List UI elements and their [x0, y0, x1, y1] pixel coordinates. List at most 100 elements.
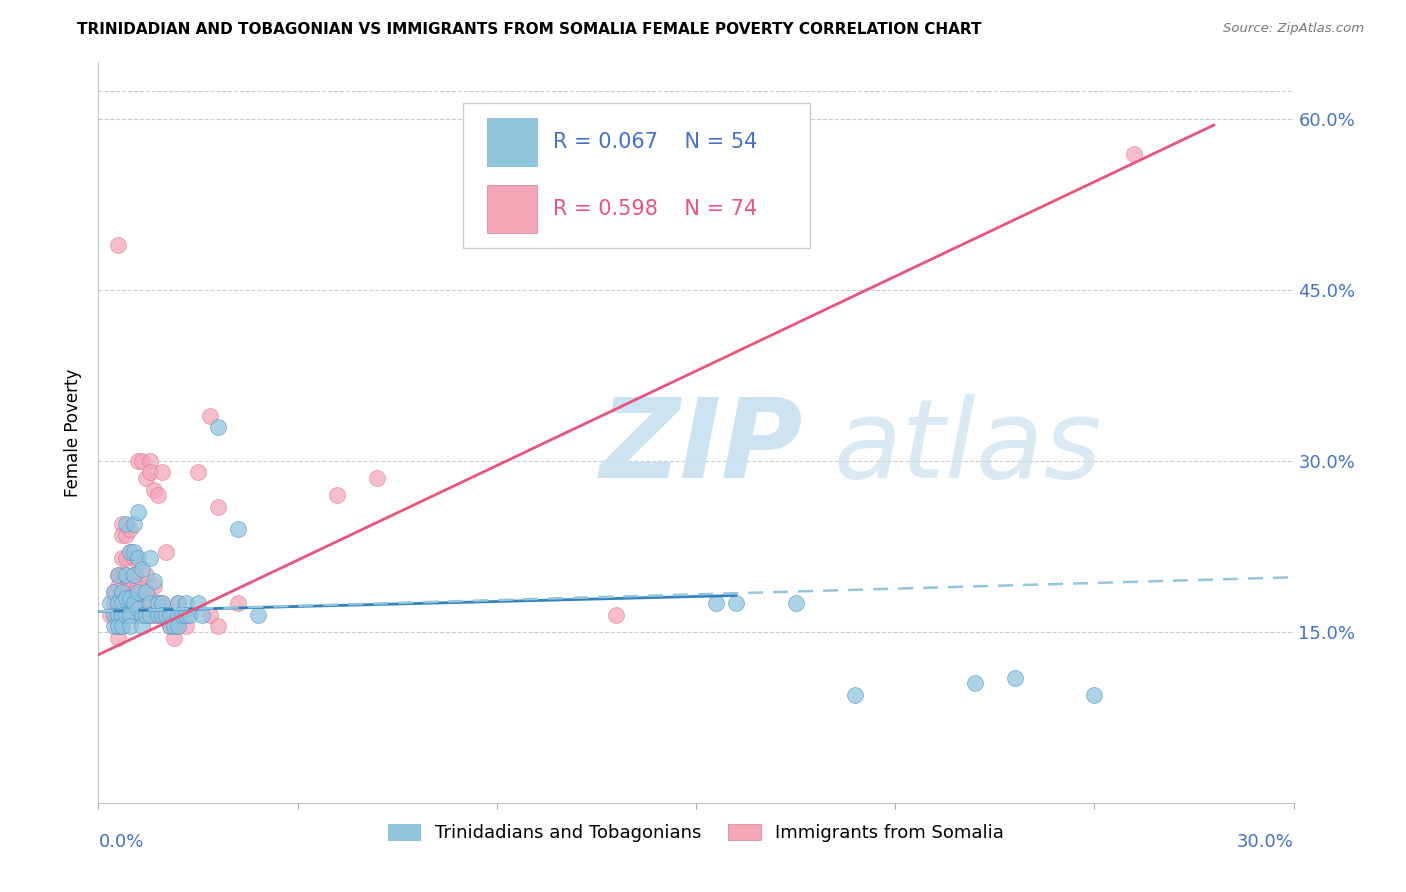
Point: [131, 597, 153, 611]
Point: [115, 585, 138, 599]
Point: [120, 607, 142, 622]
Point: [163, 631, 186, 645]
Point: [115, 550, 138, 565]
Point: [187, 466, 209, 480]
Point: [124, 545, 146, 559]
Point: [98, 607, 122, 622]
Point: [124, 568, 146, 582]
Point: [115, 607, 138, 622]
Point: [167, 619, 190, 633]
Point: [111, 597, 134, 611]
Text: Source: ZipAtlas.com: Source: ZipAtlas.com: [1223, 22, 1364, 36]
Text: atlas: atlas: [834, 394, 1102, 501]
Point: [127, 607, 149, 622]
Point: [107, 597, 129, 611]
Point: [103, 607, 125, 622]
Point: [127, 550, 149, 565]
Point: [135, 597, 157, 611]
Point: [107, 631, 129, 645]
Point: [135, 585, 157, 599]
Point: [107, 568, 129, 582]
Point: [111, 619, 134, 633]
Point: [120, 597, 142, 611]
Point: [111, 585, 134, 599]
Point: [107, 237, 129, 252]
Point: [131, 562, 153, 576]
Point: [98, 597, 122, 611]
Point: [103, 607, 125, 622]
Point: [115, 516, 138, 531]
Point: [191, 607, 214, 622]
Point: [155, 607, 177, 622]
Text: ZIP: ZIP: [600, 394, 804, 501]
Point: [127, 557, 149, 571]
Point: [107, 607, 129, 622]
Text: R = 0.067    N = 54: R = 0.067 N = 54: [553, 132, 756, 152]
Point: [163, 619, 186, 633]
Point: [107, 579, 129, 593]
Point: [103, 585, 125, 599]
Point: [143, 574, 166, 588]
Point: [150, 607, 173, 622]
Point: [124, 607, 146, 622]
Text: 30.0%: 30.0%: [1237, 833, 1294, 851]
Point: [174, 607, 197, 622]
Point: [148, 597, 170, 611]
Point: [159, 607, 181, 622]
Point: [143, 607, 166, 622]
Point: [139, 597, 162, 611]
Point: [167, 619, 190, 633]
Point: [107, 619, 129, 633]
Point: [111, 607, 134, 622]
Point: [120, 523, 142, 537]
Point: [207, 500, 229, 514]
Legend: Trinidadians and Tobagonians, Immigrants from Somalia: Trinidadians and Tobagonians, Immigrants…: [381, 816, 1011, 849]
Point: [246, 607, 269, 622]
Point: [131, 619, 153, 633]
Point: [163, 607, 186, 622]
Point: [115, 607, 138, 622]
Point: [150, 597, 173, 611]
Point: [724, 597, 747, 611]
Point: [127, 585, 149, 599]
Point: [107, 619, 129, 633]
Point: [139, 591, 162, 605]
Point: [131, 607, 153, 622]
Point: [107, 568, 129, 582]
Point: [179, 607, 201, 622]
Point: [107, 607, 129, 622]
Y-axis label: Female Poverty: Female Poverty: [65, 368, 83, 497]
Point: [148, 607, 170, 622]
Point: [148, 607, 170, 622]
Point: [366, 471, 388, 485]
Point: [103, 585, 125, 599]
Point: [135, 471, 157, 485]
Point: [172, 607, 194, 622]
Point: [326, 488, 349, 502]
Point: [143, 483, 166, 497]
Point: [124, 568, 146, 582]
Text: TRINIDADIAN AND TOBAGONIAN VS IMMIGRANTS FROM SOMALIA FEMALE POVERTY CORRELATION: TRINIDADIAN AND TOBAGONIAN VS IMMIGRANTS…: [77, 22, 981, 37]
Point: [150, 466, 173, 480]
Point: [704, 597, 727, 611]
Point: [131, 579, 153, 593]
Point: [107, 597, 129, 611]
Point: [167, 597, 190, 611]
Point: [127, 454, 149, 468]
Point: [124, 516, 146, 531]
Point: [131, 607, 153, 622]
Point: [167, 607, 190, 622]
Point: [198, 409, 221, 423]
Point: [103, 597, 125, 611]
Point: [115, 591, 138, 605]
Point: [155, 607, 177, 622]
FancyBboxPatch shape: [486, 118, 537, 166]
Point: [226, 523, 249, 537]
Point: [111, 568, 134, 582]
FancyBboxPatch shape: [463, 103, 810, 247]
Text: 0.0%: 0.0%: [98, 833, 143, 851]
Point: [1083, 688, 1105, 702]
Point: [103, 619, 125, 633]
Point: [120, 619, 142, 633]
Point: [844, 688, 866, 702]
